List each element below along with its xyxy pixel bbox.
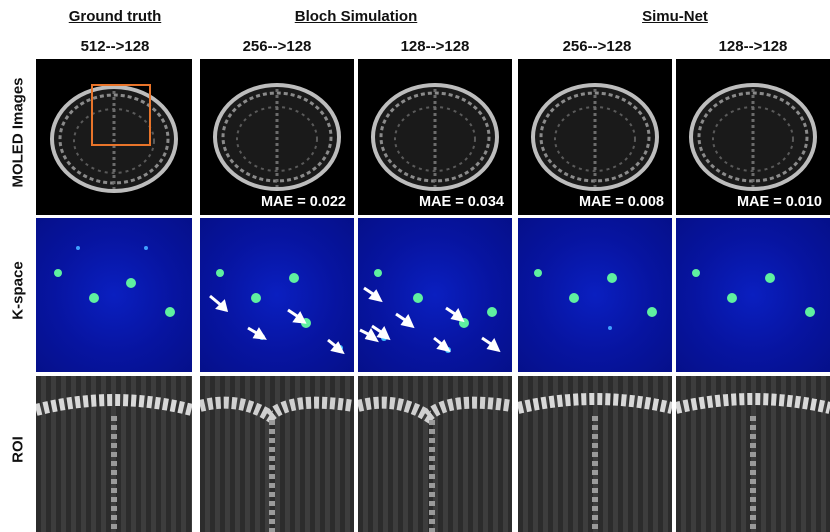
roi-simunet-128 bbox=[676, 376, 830, 532]
moled-image-bloch-128: MAE = 0.034 bbox=[358, 59, 512, 215]
header-bloch-simulation: Bloch Simulation bbox=[294, 8, 418, 25]
subheader-col-5: 128-->128 bbox=[718, 38, 788, 55]
mae-label: MAE = 0.010 bbox=[736, 194, 822, 210]
subheader-col-2: 256-->128 bbox=[242, 38, 312, 55]
moled-image-simunet-256: MAE = 0.008 bbox=[518, 59, 672, 215]
kspace-bloch-128 bbox=[358, 218, 512, 372]
roi-detail bbox=[200, 396, 354, 532]
brain-slice-graphic bbox=[50, 85, 178, 193]
brain-slice-graphic bbox=[689, 83, 817, 191]
arrow-icon bbox=[209, 294, 345, 355]
roi-bloch-128 bbox=[358, 376, 512, 532]
moled-image-simunet-128: MAE = 0.010 bbox=[676, 59, 830, 215]
mae-label: MAE = 0.008 bbox=[578, 194, 664, 210]
roi-simunet-256 bbox=[518, 376, 672, 532]
moled-image-bloch-256: MAE = 0.022 bbox=[200, 59, 354, 215]
header-ground-truth: Ground truth bbox=[68, 8, 162, 25]
roi-detail bbox=[358, 396, 512, 532]
roi-detail bbox=[36, 394, 192, 532]
subheader-col-4: 256-->128 bbox=[562, 38, 632, 55]
kspace-peaks bbox=[534, 269, 657, 330]
roi-detail bbox=[518, 393, 672, 532]
kspace-ground-truth bbox=[36, 218, 192, 372]
kspace-peaks bbox=[692, 269, 815, 317]
kspace-peaks bbox=[54, 246, 175, 317]
header-simu-net: Simu-Net bbox=[642, 8, 708, 25]
subheader-col-1: 512-->128 bbox=[80, 38, 150, 55]
row-label-kspace: K-space bbox=[9, 261, 27, 320]
roi-detail bbox=[676, 393, 830, 532]
row-label-roi: ROI bbox=[9, 436, 27, 463]
arrow-icon bbox=[359, 286, 501, 353]
mae-label: MAE = 0.034 bbox=[418, 194, 504, 210]
brain-slice-graphic bbox=[371, 83, 499, 191]
moled-image-ground-truth bbox=[36, 59, 192, 215]
roi-ground-truth bbox=[36, 376, 192, 532]
kspace-peaks bbox=[209, 269, 345, 355]
kspace-simunet-128 bbox=[676, 218, 830, 372]
brain-slice-graphic bbox=[531, 83, 659, 191]
roi-bloch-256 bbox=[200, 376, 354, 532]
kspace-simunet-256 bbox=[518, 218, 672, 372]
kspace-bloch-256 bbox=[200, 218, 354, 372]
brain-slice-graphic bbox=[213, 83, 341, 191]
mae-label: MAE = 0.022 bbox=[260, 194, 346, 210]
row-label-moled: MOLED Images bbox=[9, 77, 27, 188]
kspace-peaks bbox=[359, 269, 501, 353]
roi-box bbox=[91, 84, 151, 146]
subheader-col-3: 128-->128 bbox=[400, 38, 470, 55]
